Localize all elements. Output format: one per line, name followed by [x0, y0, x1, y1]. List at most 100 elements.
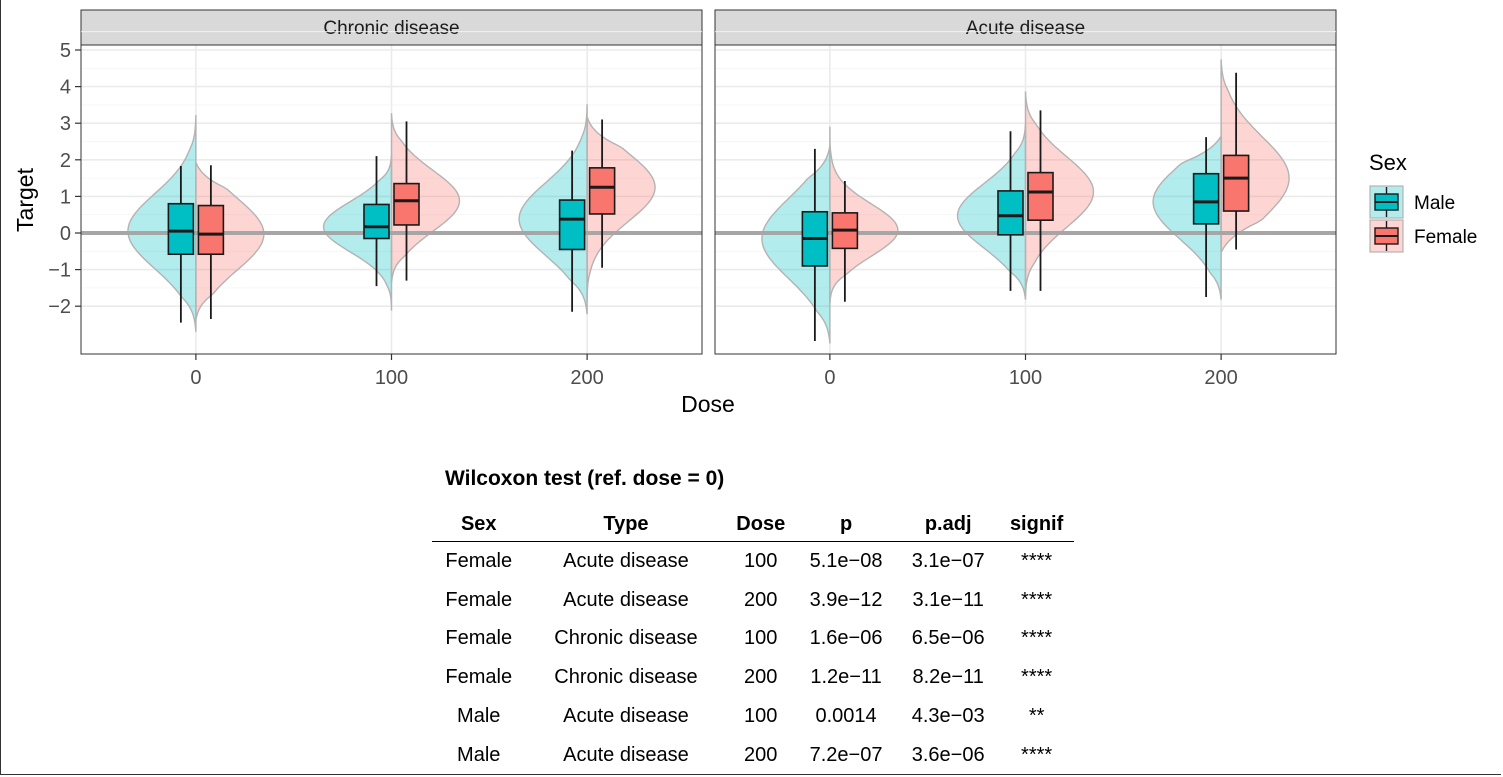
x-tick-label: 100	[1009, 367, 1042, 389]
table-row: Female Acute disease 100 5.1e−08 3.1e−07 ****	[432, 542, 1074, 581]
table-cell: Chronic disease	[554, 627, 698, 650]
legend-label-female: Female	[1414, 227, 1477, 248]
boxplot-female-dose-200	[1222, 72, 1250, 250]
table-cell: 5.1e−08	[809, 549, 883, 572]
boxplot-male-dose-100	[997, 131, 1024, 291]
boxplot-male-dose-0	[167, 166, 195, 323]
table-title: Wilcoxon test (ref. dose = 0)	[445, 467, 725, 490]
table-cell: 0.0014	[815, 705, 877, 728]
table-header-cell: signif	[999, 507, 1074, 542]
table-cell: 100	[744, 627, 778, 650]
violin-female-dose-0	[195, 162, 265, 320]
table-cell: 6.5e−06	[911, 627, 985, 650]
violin-male-dose-0	[761, 146, 831, 344]
table-cell: ****	[1021, 666, 1053, 689]
table-row: Female Acute disease 200 3.9e−12 3.1e−11 ****	[432, 581, 1074, 620]
y-tick-label: −1	[48, 260, 71, 282]
wilcoxon-table: Sex Type Dose p p.adj signif Female Acute dise…	[432, 507, 1074, 775]
table-cell: 200	[744, 743, 778, 766]
y-tick-label: 1	[60, 186, 71, 208]
table-header-row: Sex Type Dose p p.adj signif	[432, 507, 1074, 542]
boxplot-male-dose-0	[801, 148, 829, 341]
table-row: Female Chronic disease 100 1.6e−06 6.5e−06 **…	[432, 620, 1074, 659]
box	[1222, 154, 1250, 212]
table-cell: Female	[445, 666, 513, 689]
box	[588, 167, 616, 215]
table-cell: Male	[457, 743, 501, 766]
table-cell: 100	[744, 549, 778, 572]
table-row: Male Acute disease 100 0.0014 4.3e−03 **	[432, 697, 1074, 736]
table-cell: 3.1e−11	[912, 588, 984, 611]
table-cell: ****	[1021, 743, 1053, 766]
boxplot-female-dose-0	[197, 165, 225, 320]
y-axis-title: Target	[12, 167, 38, 232]
boxplot-male-dose-100	[363, 156, 390, 287]
table-header-cell: Type	[525, 507, 727, 542]
table-cell: 7.2e−07	[809, 743, 883, 766]
legend-key-male	[1369, 185, 1404, 219]
facet-panel-acute: Acute disease	[714, 9, 1337, 355]
facet-strip	[80, 9, 703, 46]
violin-male-dose-200	[518, 104, 588, 315]
table-cell: Female	[445, 627, 513, 650]
legend: Sex Male Female	[1369, 150, 1477, 253]
box	[558, 199, 586, 251]
table-cell: ****	[1021, 588, 1053, 611]
table-cell: 3.1e−07	[911, 549, 985, 572]
table-header-cell: Dose	[726, 507, 795, 542]
y-tick-label: 0	[60, 223, 71, 245]
facet-panel-chronic: Chronic disease	[80, 9, 703, 355]
facet-strip-label: Chronic disease	[323, 18, 459, 39]
box	[393, 182, 420, 226]
table-cell: 1.6e−06	[809, 627, 883, 650]
x-tick-label: 200	[570, 367, 603, 389]
table-cell: Chronic disease	[554, 666, 698, 689]
boxplot-male-dose-200	[558, 150, 586, 312]
table-row: Female Chronic disease 200 1.2e−11 8.2e−11 **…	[432, 658, 1074, 697]
boxplot-female-dose-200	[588, 119, 616, 268]
facet-strip	[714, 9, 1337, 46]
table-header-cell: p.adj	[897, 507, 1000, 542]
x-tick-label: 200	[1204, 367, 1237, 389]
table-cell: **	[1028, 705, 1045, 728]
table-cell: Acute disease	[563, 549, 689, 572]
table-cell: 3.6e−06	[911, 743, 985, 766]
table-cell: Acute disease	[563, 588, 689, 611]
table-cell: 3.9e−12	[809, 588, 883, 611]
table-cell: 1.2e−11	[810, 666, 882, 689]
table-cell: 8.2e−11	[912, 666, 984, 689]
box	[167, 202, 195, 256]
table-cell: Male	[457, 705, 501, 728]
x-axis-title: Dose	[681, 391, 735, 417]
box	[363, 203, 390, 240]
y-tick-label: −2	[48, 296, 71, 318]
y-tick-label: 4	[60, 77, 71, 99]
violin-female-dose-100	[390, 112, 461, 284]
box	[1027, 171, 1054, 221]
y-tick-label: 3	[60, 113, 71, 135]
x-tick-label: 0	[190, 367, 201, 389]
table-cell: ****	[1021, 549, 1053, 572]
table-cell: Female	[445, 549, 513, 572]
table-cell: 200	[744, 588, 778, 611]
boxplot-female-dose-0	[831, 181, 859, 302]
box	[997, 190, 1024, 236]
box	[1192, 172, 1220, 225]
wilcoxon-table-block: Wilcoxon test (ref. dose = 0) Sex Type Dos…	[432, 462, 1074, 775]
table-row: Male Acute disease 200 7.2e−07 3.6e−06 ****	[432, 736, 1074, 775]
x-tick-label: 0	[824, 367, 835, 389]
y-tick-label: 2	[60, 150, 71, 172]
table-cell: Acute disease	[563, 743, 689, 766]
table-cell: 4.3e−03	[911, 705, 985, 728]
table-header-cell: Sex	[432, 507, 526, 542]
legend-key-female	[1369, 219, 1404, 253]
chart: Chronic disease Acute disease 0 100 200 0 100…	[12, 9, 1477, 417]
table-cell: 100	[744, 705, 778, 728]
table-header-cell: p	[795, 507, 898, 542]
table-cell: ****	[1021, 627, 1053, 650]
violin-female-dose-100	[1024, 91, 1095, 297]
violin-female-dose-200	[586, 116, 656, 303]
facet-strip-label: Acute disease	[966, 18, 1085, 39]
x-tick-label: 100	[375, 367, 408, 389]
